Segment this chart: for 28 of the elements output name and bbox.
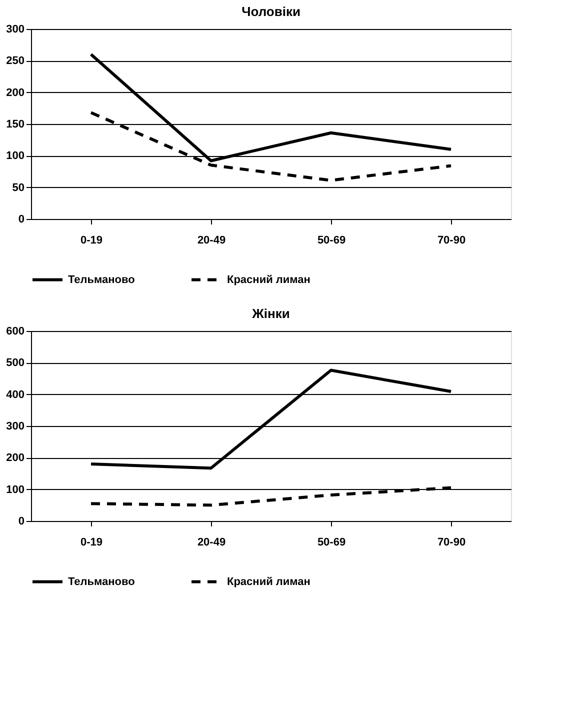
legend-label: Красний лиман [227, 576, 310, 588]
y-tick-label: 0 [18, 516, 24, 528]
y-tick-label: 0 [18, 214, 24, 226]
y-tick-label: 100 [6, 150, 24, 162]
y-tick-label: 100 [6, 484, 24, 496]
chart-title: Чоловіки [242, 4, 300, 19]
x-tick-label: 50-69 [317, 536, 346, 548]
y-tick-label: 200 [6, 86, 24, 99]
x-tick-label: 70-90 [437, 536, 466, 548]
x-tick-label: 20-49 [197, 234, 226, 246]
x-tick-label: 20-49 [197, 536, 226, 548]
y-tick-label: 300 [6, 420, 24, 432]
legend-label: Тельманово [68, 576, 136, 588]
y-tick-label: 150 [6, 118, 24, 130]
x-tick-label: 50-69 [317, 234, 346, 246]
y-tick-label: 500 [6, 357, 24, 370]
chart-title: Жінки [251, 306, 290, 321]
legend-label: Красний лиман [227, 274, 310, 286]
y-tick-label: 300 [6, 24, 24, 36]
y-tick-label: 400 [6, 388, 24, 401]
x-tick-label: 0-19 [80, 536, 103, 548]
y-tick-label: 600 [6, 326, 24, 338]
x-tick-label: 0-19 [80, 234, 103, 246]
x-tick-label: 70-90 [437, 234, 466, 246]
y-tick-label: 250 [6, 55, 24, 68]
y-tick-label: 200 [6, 452, 24, 464]
legend-label: Тельманово [68, 274, 136, 286]
y-tick-label: 50 [12, 182, 24, 194]
